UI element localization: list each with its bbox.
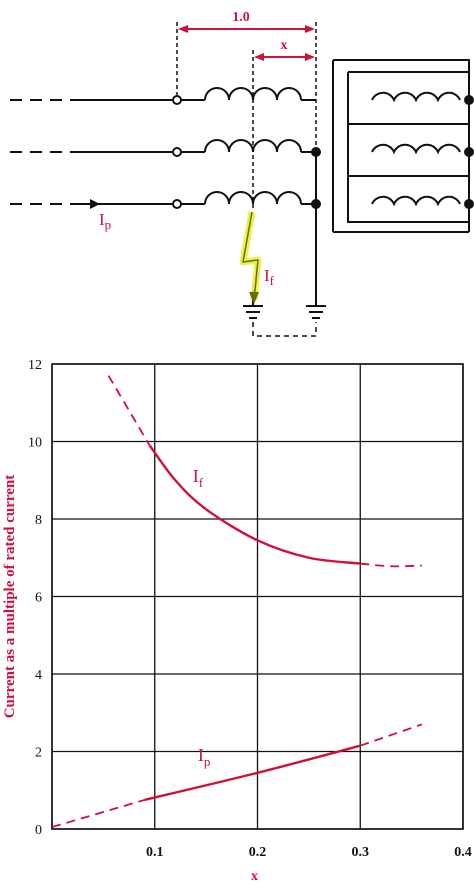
- x-tick-label: 0.4: [454, 845, 472, 860]
- x-tick-label: 0.3: [352, 845, 370, 860]
- y-tick-label: 2: [35, 746, 42, 761]
- current-vs-x-chart: 0 2 4 6 8 10 12 0.1 0.2 0.3 0.4 x Current as a multi…: [2, 358, 472, 884]
- transformer-fault-diagram: 1.0 x: [10, 10, 474, 337]
- earth-return-path: [252, 322, 317, 337]
- y-tick-label: 6: [35, 591, 42, 606]
- ip-curve-dashed-end: [359, 723, 423, 747]
- y-tick-label: 0: [35, 823, 42, 838]
- if-curve-dashed-start: [107, 375, 151, 446]
- secondary-winding-3: [371, 195, 461, 207]
- secondary-winding-1: [371, 91, 461, 103]
- current-direction-arrow: [90, 199, 100, 209]
- fault-earth-symbol: [243, 305, 263, 319]
- y-tick-label: 12: [28, 358, 42, 373]
- primary-winding-1: [204, 87, 302, 101]
- terminal-3: [172, 199, 182, 209]
- neutral-earth-symbol: [306, 305, 326, 319]
- primary-winding-3: [204, 191, 302, 205]
- if-curve-label: If: [193, 466, 204, 490]
- if-curve: [148, 444, 361, 565]
- ip-curve-dashed-start: [51, 799, 145, 828]
- primary-winding-2: [204, 139, 302, 153]
- dimension-total: 1.0: [176, 10, 317, 148]
- secondary-frame: [332, 59, 470, 233]
- dimension-total-label: 1.0: [232, 10, 250, 25]
- y-tick-label: 4: [35, 668, 42, 683]
- plot-frame: [51, 363, 464, 830]
- x-tick-label: 0.1: [146, 845, 164, 860]
- y-tick-label: 8: [35, 513, 42, 528]
- ip-diagram-label: Ip: [99, 210, 111, 232]
- if-curve-dashed-end: [360, 562, 422, 568]
- ip-curve: [144, 744, 361, 802]
- y-tick-label: 10: [28, 436, 42, 451]
- ip-curve-label: Ip: [198, 745, 211, 769]
- terminal-2: [172, 147, 182, 157]
- x-axis-label: x: [251, 869, 258, 884]
- terminal-1: [172, 95, 182, 105]
- secondary-winding-2: [371, 143, 461, 155]
- dimension-x-label: x: [281, 38, 288, 53]
- if-diagram-label: If: [264, 266, 275, 288]
- y-axis-label: Current as a multiple of rated current: [2, 475, 18, 719]
- dimension-x: x: [252, 38, 315, 210]
- x-tick-label: 0.2: [249, 845, 267, 860]
